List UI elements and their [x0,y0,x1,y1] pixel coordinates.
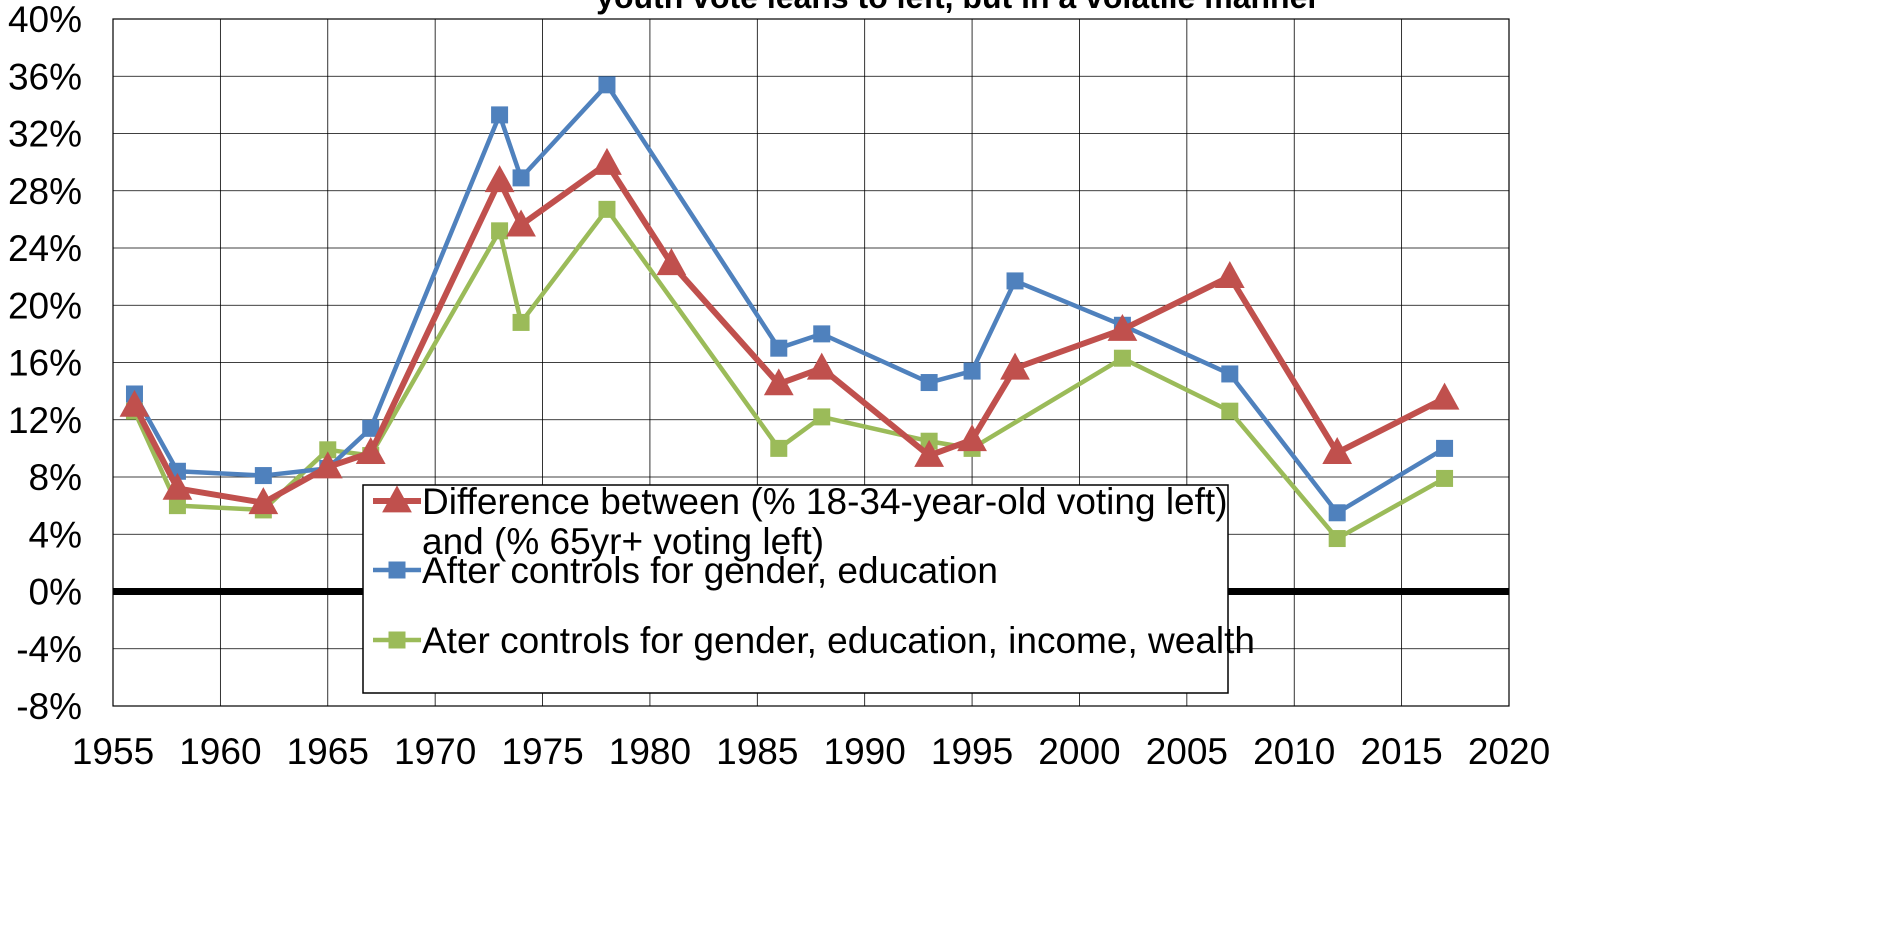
series-line [132,207,1446,541]
square-marker [1328,504,1346,522]
triangle-marker [1429,382,1460,410]
legend-label: and (% 65yr+ voting left) [422,521,824,562]
square-marker [362,419,380,437]
x-tick-label: 1985 [716,731,798,772]
y-tick-label: 0% [29,572,82,613]
triangle-marker [162,472,193,500]
y-tick-label: 16% [8,343,82,384]
x-tick-label: 1970 [394,731,476,772]
triangle-marker [1214,261,1245,288]
triangle-marker [355,437,386,465]
x-tick-label: 1960 [179,731,261,772]
legend-item-1: Difference between (% 18-34-year-old vot… [373,481,1228,562]
square-marker [770,439,788,457]
y-tick-label: 4% [29,514,82,555]
triangle-marker [592,147,622,175]
x-axis-tick-labels: 1955 1960 1965 1970 1975 1980 1985 1990 1995 2000… [72,731,1550,772]
legend-label: Ater controls for gender, education, inc… [422,620,1255,661]
x-tick-label: 2020 [1468,731,1550,772]
legend-item-2: After controls for gender, education [373,550,998,591]
square-marker [1221,365,1239,383]
square-marker [598,200,616,218]
y-tick-label: 12% [8,400,82,441]
square-marker [491,106,509,124]
triangle-marker [506,209,536,237]
triangle-marker [914,439,945,467]
square-marker [512,169,530,187]
y-tick-label: 24% [8,228,82,269]
x-tick-label: 1965 [287,731,369,772]
square-marker [1221,402,1239,420]
y-tick-label: -4% [16,629,82,670]
chart-title: youth vote leans to left, but in a volat… [596,0,1320,15]
triangle-marker [1322,437,1353,465]
triangle-marker [1000,352,1030,380]
triangle-marker [957,424,987,452]
series-3 [125,200,1454,548]
triangle-marker [1107,313,1138,341]
y-tick-label: 36% [8,56,82,97]
square-marker [1328,530,1346,548]
x-tick-label: 1995 [931,731,1013,772]
x-tick-label: 2015 [1360,731,1442,772]
triangle-marker [119,389,150,417]
x-tick-label: 1975 [501,731,583,772]
y-axis-tick-labels: -8% -4% 0% 4% 8% 12% 16% 20% 24% 28% 32% 36% 40% [8,0,82,727]
square-marker [512,313,530,331]
x-tick-label: 2000 [1038,731,1120,772]
legend-label: Difference between (% 18-34-year-old vot… [422,481,1228,522]
square-marker [319,441,337,459]
legend-box [362,484,1229,694]
triangle-marker [484,165,515,193]
triangle-marker [763,368,794,396]
triangle-marker [248,487,279,515]
series-1 [119,147,1460,515]
square-marker [1436,439,1454,457]
plot-frame [112,18,1510,707]
square-marker [1006,272,1024,290]
triangle-marker [312,451,343,479]
legend-label: After controls for gender, education [422,550,998,591]
y-tick-label: -8% [16,686,82,727]
x-tick-label: 1955 [72,731,154,772]
square-marker [388,561,406,579]
y-tick-label: 20% [8,285,82,326]
square-marker [168,497,186,515]
x-tick-label: 1990 [824,731,906,772]
square-marker [491,222,509,240]
square-marker [598,76,616,94]
square-marker [963,362,981,380]
y-tick-label: 40% [8,0,82,40]
x-tick-label: 2005 [1146,731,1228,772]
square-marker [254,467,272,485]
square-marker [388,631,406,649]
y-tick-label: 8% [29,457,82,498]
plot-border [112,18,1510,707]
x-tick-label: 2010 [1253,731,1335,772]
square-marker [1113,349,1131,367]
square-marker [920,374,938,392]
legend-item-3: Ater controls for gender, education, inc… [373,620,1255,661]
square-marker [813,325,831,343]
triangle-marker [382,485,412,513]
y-tick-label: 28% [8,171,82,212]
x-tick-label: 1980 [609,731,691,772]
square-marker [1436,469,1454,487]
square-marker [770,339,788,357]
square-marker [813,408,831,426]
legend: Difference between (% 18-34-year-old vot… [362,481,1255,694]
triangle-marker [806,352,837,380]
triangle-marker [656,248,687,276]
series-layer [119,76,1460,548]
y-tick-label: 32% [8,114,82,155]
